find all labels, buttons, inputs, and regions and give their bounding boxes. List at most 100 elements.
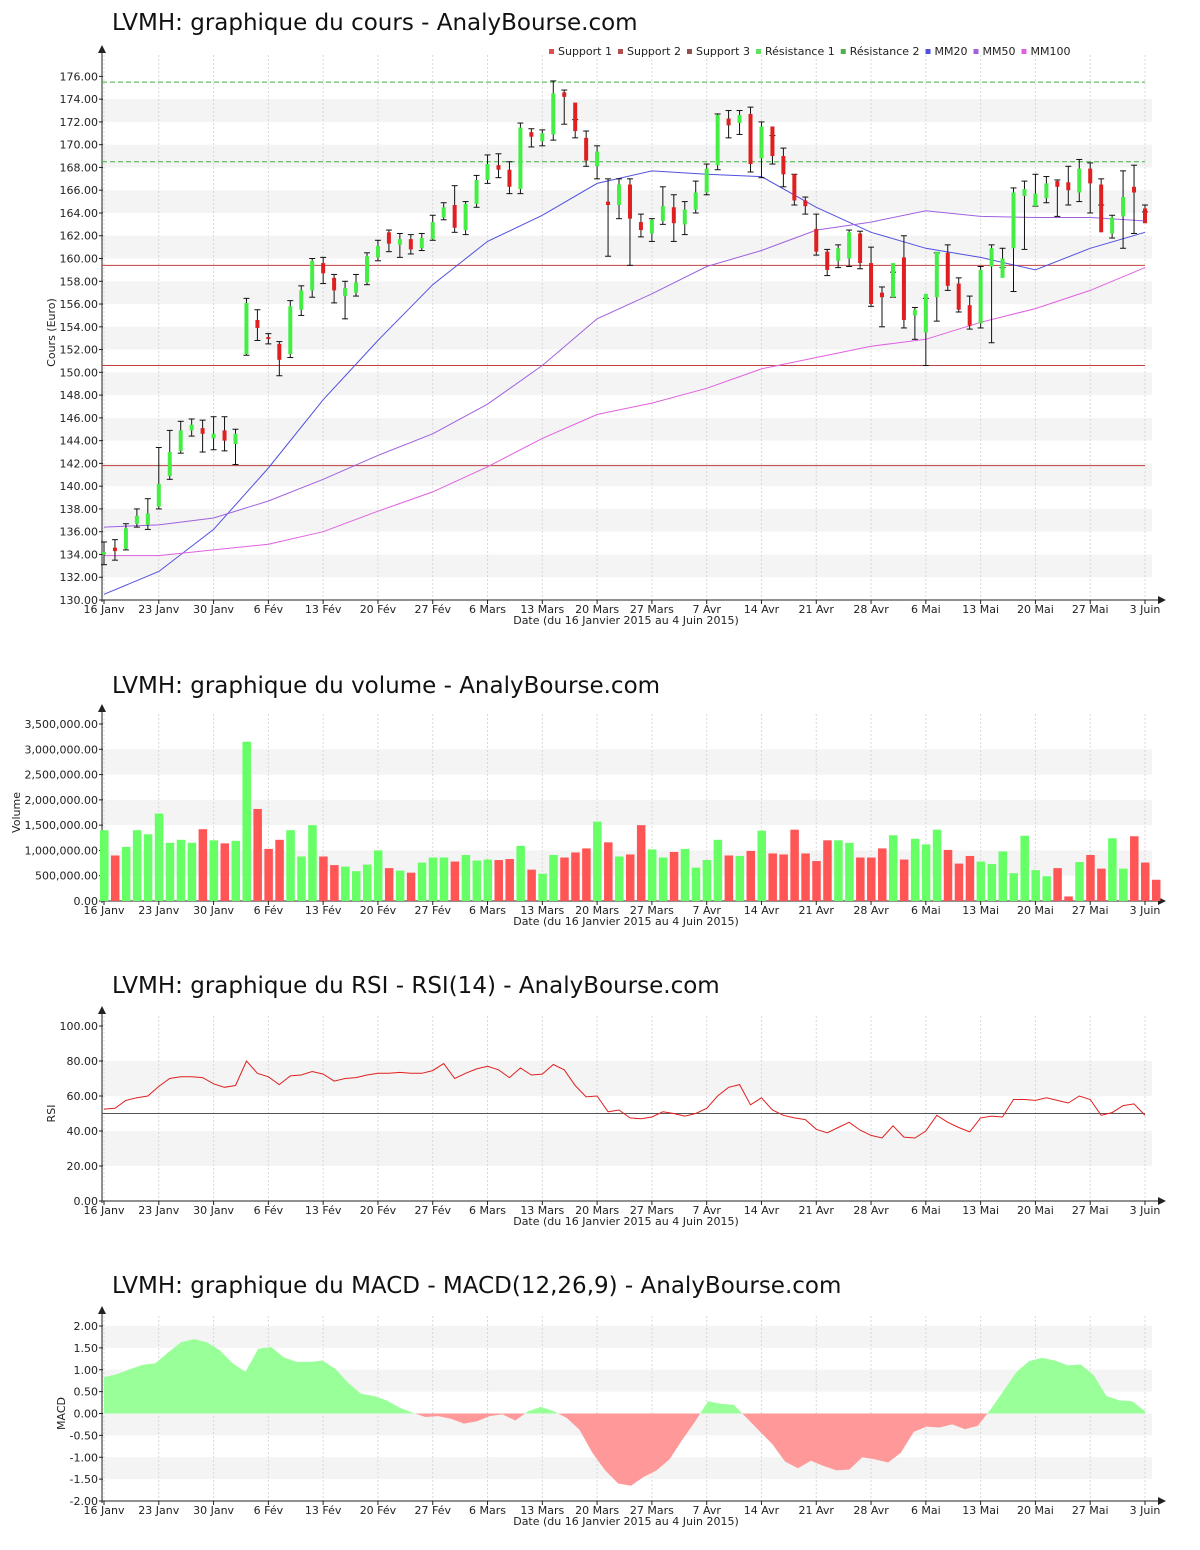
price-candle-body xyxy=(156,483,161,507)
price-xtick-label: 20 Mars xyxy=(575,603,619,616)
price-candle-body xyxy=(441,207,446,218)
price-candle-body xyxy=(1000,258,1005,278)
price-xtick-label: 6 Mai xyxy=(911,603,941,616)
price-candle-body xyxy=(562,92,567,97)
price-xtick-label: 13 Mars xyxy=(520,603,564,616)
price-band xyxy=(102,144,1152,168)
macd-xtick-label: 6 Mars xyxy=(469,1504,506,1517)
macd-xtick-label: 23 Janv xyxy=(138,1504,179,1517)
price-legend-swatch xyxy=(686,49,692,54)
rsi-xtick-label: 20 Mars xyxy=(575,1204,619,1217)
volume-bar xyxy=(1141,862,1150,901)
volume-bar xyxy=(779,854,788,901)
volume-bar xyxy=(505,859,514,901)
volume-chart-title: LVMH: graphique du volume - AnalyBourse.… xyxy=(112,673,661,699)
price-xtick-label: 20 Mai xyxy=(1017,603,1054,616)
price-legend-label: Support 2 xyxy=(627,45,681,58)
rsi-xtick-label: 21 Avr xyxy=(799,1204,835,1217)
volume-bar xyxy=(242,741,251,901)
price-candle-body xyxy=(255,319,260,328)
macd-xtick-label: 27 Fév xyxy=(414,1504,451,1517)
price-ytick-label: 150.00 xyxy=(60,366,99,379)
macd-ytick-label: 1.00 xyxy=(74,1364,99,1377)
volume-xtick-label: 23 Janv xyxy=(138,904,179,917)
price-x-axis-label: Date (du 16 Janvier 2015 au 4 Juin 2015) xyxy=(513,614,739,627)
macd-xtick-label: 6 Fév xyxy=(254,1504,284,1517)
volume-bar xyxy=(319,856,328,901)
price-candle-body xyxy=(967,305,972,326)
price-legend-label: MM100 xyxy=(1030,45,1070,58)
macd-xtick-label: 16 Janv xyxy=(84,1504,125,1517)
rsi-y-axis-arrow xyxy=(98,1006,106,1014)
volume-bar xyxy=(209,840,219,901)
price-ytick-label: 164.00 xyxy=(60,207,99,220)
price-candle-body xyxy=(1143,208,1147,224)
rsi-chart: 0.00 20.00 40.00 60.00 80.00 100.00 16 Janv 23 … xyxy=(45,1006,1166,1228)
price-xtick-label: 13 Fév xyxy=(305,603,342,616)
price-candle-body xyxy=(573,102,578,132)
price-ytick-label: 170.00 xyxy=(60,139,99,152)
rsi-xtick-label: 13 Mai xyxy=(962,1204,999,1217)
price-candle-body xyxy=(825,251,830,270)
price-candle-body xyxy=(364,256,369,283)
price-candle-body xyxy=(354,282,359,293)
macd-xtick-label: 27 Mai xyxy=(1072,1504,1109,1517)
price-ytick-label: 160.00 xyxy=(60,253,99,266)
price-candle-body xyxy=(397,239,402,245)
volume-bar xyxy=(987,864,997,901)
price-candle-body xyxy=(858,233,863,264)
price-candle-body xyxy=(671,207,676,224)
macd-xtick-label: 20 Mars xyxy=(575,1504,619,1517)
rsi-xtick-label: 6 Mars xyxy=(469,1204,506,1217)
price-y-axis-label: Cours (Euro) xyxy=(45,298,58,367)
price-ytick-label: 144.00 xyxy=(60,435,99,448)
volume-bar xyxy=(1130,836,1139,901)
volume-bar xyxy=(1020,835,1029,901)
rsi-ytick-label: 60.00 xyxy=(67,1090,99,1103)
price-candle-body xyxy=(737,115,742,124)
volume-bar xyxy=(132,830,142,901)
volume-ytick-label: 500,000.00 xyxy=(35,870,98,883)
price-candle-body xyxy=(869,263,874,305)
volume-xtick-label: 20 Fév xyxy=(360,904,397,917)
price-candle-body xyxy=(1077,168,1082,193)
volume-xtick-label: 21 Avr xyxy=(799,904,835,917)
volume-xtick-label: 30 Janv xyxy=(193,904,234,917)
volume-bar xyxy=(735,855,745,901)
volume-xtick-label: 6 Fév xyxy=(254,904,284,917)
price-candle-body xyxy=(496,165,501,170)
price-candle-body xyxy=(123,528,128,549)
volume-ytick-label: 0.00 xyxy=(74,895,99,908)
rsi-xtick-label: 20 Fév xyxy=(360,1204,397,1217)
rsi-ytick-label: 0.00 xyxy=(74,1195,99,1208)
price-candle-body xyxy=(277,343,282,360)
price-legend-label: Résistance 1 xyxy=(765,45,835,58)
price-xtick-label: 20 Fév xyxy=(360,603,397,616)
price-legend-swatch xyxy=(973,49,979,54)
price-candle-body xyxy=(1044,183,1049,199)
price-legend-swatch xyxy=(925,49,931,54)
price-xtick-label: 27 Mai xyxy=(1072,603,1109,616)
volume-bar xyxy=(757,830,766,901)
volume-bar xyxy=(680,848,690,901)
price-candle-body xyxy=(617,184,622,206)
macd-xtick-label: 14 Avr xyxy=(744,1504,780,1517)
macd-y-axis-arrow xyxy=(98,1306,106,1314)
volume-bar xyxy=(384,868,394,901)
price-legend-label: MM20 xyxy=(935,45,968,58)
volume-bar xyxy=(856,857,865,901)
volume-bar xyxy=(899,859,909,901)
volume-bar xyxy=(472,860,482,901)
volume-bar xyxy=(143,834,153,901)
rsi-xtick-label: 27 Mai xyxy=(1072,1204,1109,1217)
price-candle-body xyxy=(419,238,424,249)
price-ytick-label: 134.00 xyxy=(60,548,99,561)
volume-xtick-label: 3 Juin xyxy=(1130,904,1161,917)
macd-band xyxy=(102,1369,1152,1392)
price-xtick-label: 21 Avr xyxy=(799,603,835,616)
price-candle-body xyxy=(912,309,917,316)
volume-bar xyxy=(110,855,120,901)
price-candle-body xyxy=(693,192,698,210)
volume-bar xyxy=(1151,879,1161,901)
price-candle-body xyxy=(321,263,326,274)
